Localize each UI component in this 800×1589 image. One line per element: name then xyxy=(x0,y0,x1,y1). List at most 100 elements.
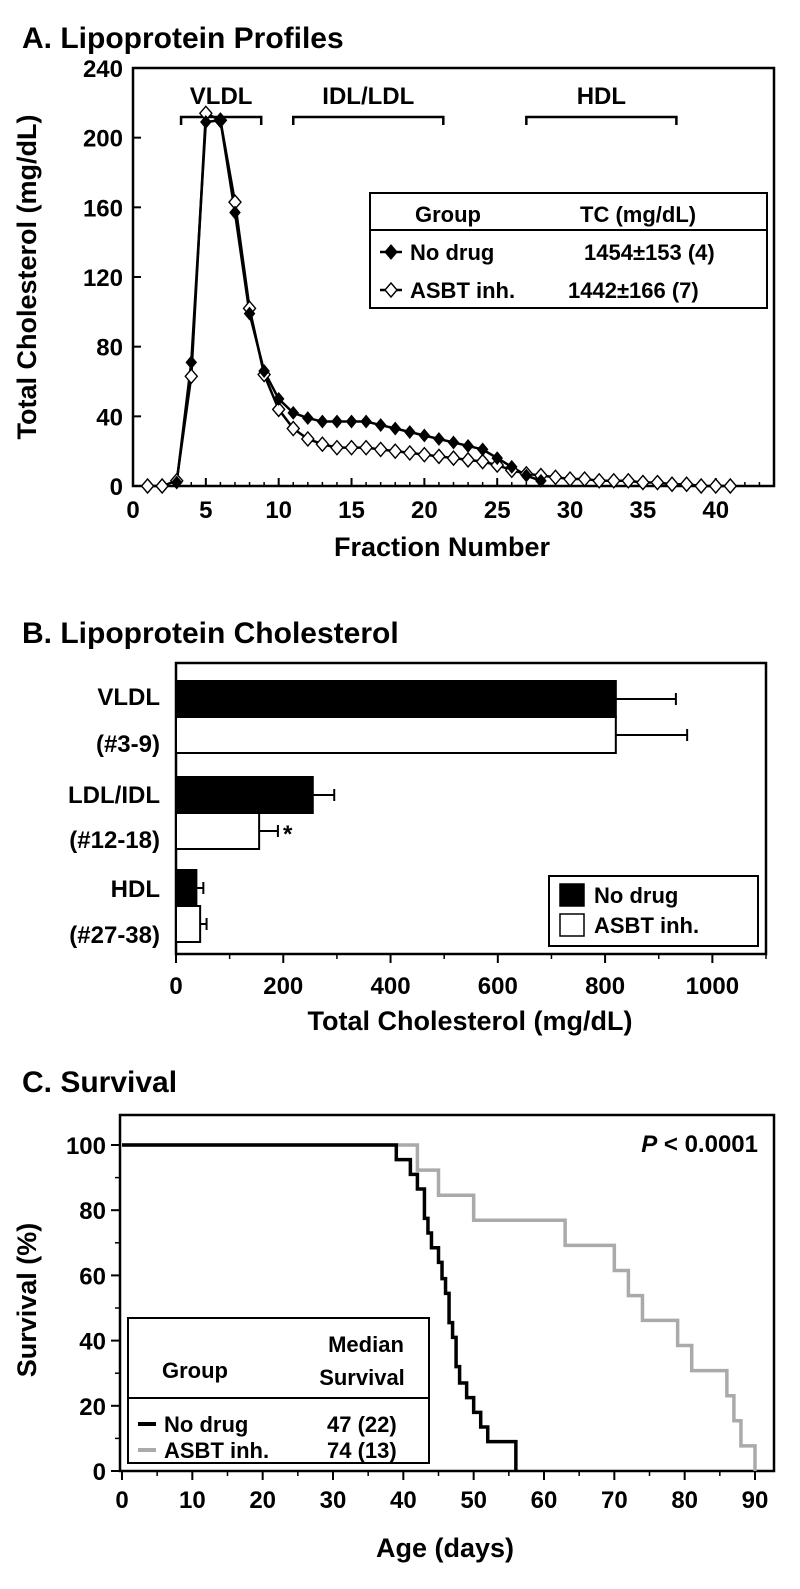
panel-a-legend-box xyxy=(369,192,768,309)
data-point xyxy=(577,470,592,488)
x-tick-label: 40 xyxy=(390,1487,417,1514)
data-point xyxy=(650,474,665,491)
data-point xyxy=(635,474,650,491)
x-tick-label: 1000 xyxy=(686,973,739,1000)
x-tick-label: 200 xyxy=(263,973,303,1000)
x-tick-label: 15 xyxy=(338,497,365,524)
data-point xyxy=(272,391,285,406)
data-point xyxy=(723,477,738,495)
panel-c-legend-value-no-drug: 47 (22) xyxy=(327,1412,397,1437)
p-value: P < 0.0001 xyxy=(641,1131,758,1158)
panel-a-legend-value-no-drug: 1454±153 (4) xyxy=(584,240,715,265)
x-tick-label: 25 xyxy=(484,497,511,524)
x-tick-label: 30 xyxy=(557,497,584,524)
y-tick-label: 160 xyxy=(83,195,123,222)
data-point xyxy=(433,432,445,446)
p-value-text: < 0.0001 xyxy=(657,1131,758,1158)
data-point xyxy=(302,411,314,426)
data-point xyxy=(694,477,709,495)
data-point xyxy=(373,441,388,458)
panel-c-legend: Group Median Survival No drug 47 (22) AS… xyxy=(127,1317,430,1464)
region-label: HDL xyxy=(577,83,626,110)
y-tick-label: 60 xyxy=(79,1263,106,1290)
data-point xyxy=(535,473,547,488)
bar-no-drug xyxy=(175,680,617,718)
data-point xyxy=(404,425,416,439)
data-point xyxy=(548,469,563,486)
data-point xyxy=(446,450,461,467)
y-tick-label: 0 xyxy=(93,1459,106,1486)
data-point xyxy=(315,436,330,453)
bar-asbt-inh- xyxy=(175,716,617,754)
legend-swatch-asbt xyxy=(559,913,585,937)
y-tick-label: 200 xyxy=(83,126,123,153)
x-tick-label: 70 xyxy=(601,1487,628,1514)
data-point xyxy=(388,443,403,460)
data-point xyxy=(592,472,607,489)
panel-b: B. Lipoprotein Cholesterol Total Cholest… xyxy=(22,617,768,1036)
panel-a-legend-header-value: TC (mg/dL) xyxy=(580,202,696,227)
x-tick-label: 10 xyxy=(265,497,292,524)
panel-c-legend-box xyxy=(127,1317,430,1464)
data-point xyxy=(606,472,621,489)
panel-b-category-label: LDL/IDL xyxy=(68,782,160,809)
bar-no-drug xyxy=(175,776,314,814)
panel-a-legend-name-asbt: ASBT inh. xyxy=(410,278,515,303)
region-label: IDL/LDL xyxy=(322,83,414,110)
data-point xyxy=(258,364,270,378)
panel-b-title: B. Lipoprotein Cholesterol xyxy=(22,617,399,650)
data-point xyxy=(229,205,241,220)
data-point xyxy=(140,477,155,495)
data-point xyxy=(402,444,417,461)
data-point xyxy=(490,457,505,474)
panel-c-xlabel: Age (days) xyxy=(376,1533,514,1563)
data-point xyxy=(462,439,474,453)
y-tick-label: 100 xyxy=(66,1133,106,1160)
panel-b-category-range: (#12-18) xyxy=(69,827,160,854)
y-tick-label: 20 xyxy=(79,1394,106,1421)
data-point xyxy=(271,401,286,418)
data-point xyxy=(330,439,344,456)
x-tick-label: 90 xyxy=(742,1487,769,1514)
data-point xyxy=(679,476,694,493)
panel-b-category-label: HDL xyxy=(111,876,160,903)
data-point xyxy=(170,475,183,490)
data-point xyxy=(287,405,300,420)
data-point xyxy=(214,113,227,128)
bar-asbt-inh- xyxy=(175,905,202,943)
y-tick-label: 80 xyxy=(96,335,123,362)
x-tick-label: 40 xyxy=(702,497,729,524)
x-tick-label: 60 xyxy=(531,1487,558,1514)
x-tick-label: 80 xyxy=(671,1487,698,1514)
x-tick-label: 600 xyxy=(478,973,518,1000)
panel-c-legend-header-group: Group xyxy=(162,1358,228,1383)
data-point xyxy=(461,451,475,468)
panel-a-legend-value-asbt: 1442±166 (7) xyxy=(568,278,699,303)
panel-c-legend-header-value2: Survival xyxy=(319,1365,405,1390)
x-tick-label: 20 xyxy=(249,1487,276,1514)
panel-b-bars xyxy=(175,680,689,943)
panel-a-legend-header-group: Group xyxy=(415,202,481,227)
data-point xyxy=(475,453,490,470)
bar-asbt-inh- xyxy=(175,812,261,850)
data-point xyxy=(505,459,518,474)
data-point xyxy=(243,306,256,321)
panel-c-ylabel: Survival (%) xyxy=(12,1223,42,1378)
panel-a-regions: VLDL IDL/LDL HDL xyxy=(179,83,678,125)
data-point xyxy=(359,439,374,456)
x-tick-label: 10 xyxy=(179,1487,206,1514)
panel-b-legend-no-drug: No drug xyxy=(594,883,678,908)
panel-c-legend-name-no-drug: No drug xyxy=(164,1412,248,1437)
panel-a: A. Lipoprotein Profiles Total Cholestero… xyxy=(12,22,776,562)
x-tick-label: 35 xyxy=(630,497,657,524)
p-value-symbol: P xyxy=(641,1131,658,1158)
data-point xyxy=(300,430,315,448)
region-label: VLDL xyxy=(190,83,253,110)
panel-a-ylabel: Total Cholesterol (mg/dL) xyxy=(12,115,42,440)
data-point xyxy=(345,414,358,429)
panel-a-xlabel: Fraction Number xyxy=(334,532,551,562)
data-point xyxy=(344,439,359,456)
data-point xyxy=(360,414,372,429)
panel-c-legend-name-asbt: ASBT inh. xyxy=(164,1438,269,1463)
